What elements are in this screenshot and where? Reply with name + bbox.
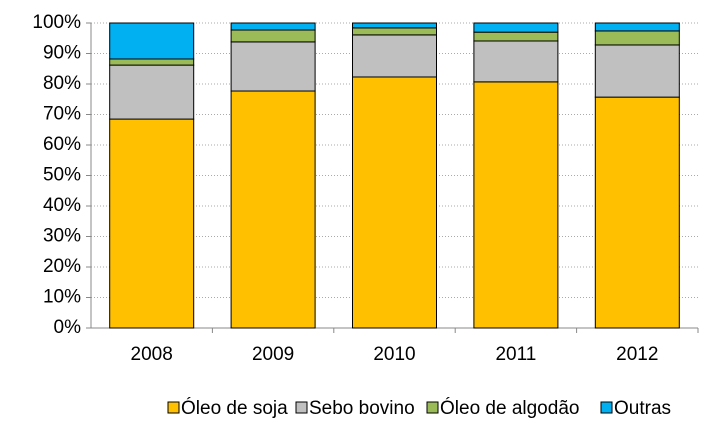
legend-label: Óleo de soja (181, 397, 288, 419)
legend-swatch (426, 401, 439, 414)
bar-segment (352, 22, 437, 29)
y-tick-label: 10% (43, 287, 81, 308)
bar-segment (109, 64, 195, 120)
y-tick-label: 80% (43, 73, 81, 94)
y-tick-label: 90% (43, 43, 81, 64)
bar-segment (230, 22, 316, 31)
x-tick-label: 2010 (373, 344, 415, 365)
bar-segment (352, 76, 437, 329)
bar-segment (473, 81, 559, 329)
x-tick-label: 2012 (616, 344, 658, 365)
bar-segment (594, 30, 680, 46)
legend-label: Sebo bovino (309, 398, 415, 419)
legend-label: Óleo de algodão (440, 397, 579, 419)
bar-segment (109, 22, 195, 60)
y-tick-label: 70% (43, 104, 81, 125)
legend-swatch (167, 401, 180, 414)
bar-segment (230, 90, 316, 329)
x-tick-label: 2009 (252, 344, 294, 365)
y-tick-label: 40% (43, 195, 81, 216)
bar-segment (594, 44, 680, 98)
y-tick-label: 60% (43, 134, 81, 155)
y-tick-label: 50% (43, 165, 81, 186)
bar-segment (594, 96, 680, 329)
bar-segment (352, 34, 437, 78)
y-tick-label: 20% (43, 256, 81, 277)
bar-segment (473, 40, 559, 83)
legend-swatch (600, 401, 613, 414)
bar-segment (230, 29, 316, 43)
bar-segment (594, 22, 680, 32)
legend-label: Outras (614, 398, 671, 419)
bar-segment (473, 22, 559, 33)
bar-segment (473, 31, 559, 42)
y-tick-label: 30% (43, 226, 81, 247)
bar-segment (352, 27, 437, 36)
legend-swatch (295, 401, 308, 414)
y-tick-label: 0% (54, 317, 82, 338)
bar-segment (109, 118, 195, 329)
bar-segment (230, 41, 316, 92)
x-tick-label: 2008 (131, 344, 173, 365)
y-tick-label: 100% (32, 12, 81, 33)
bar-segment (109, 58, 195, 66)
x-tick-label: 2011 (495, 344, 536, 365)
